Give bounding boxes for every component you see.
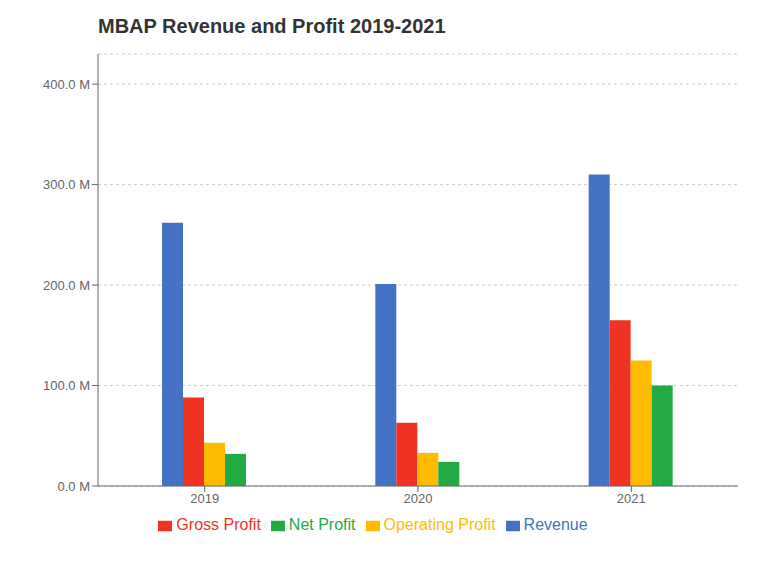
svg-text:100.0 M: 100.0 M [43, 378, 90, 393]
svg-text:2020: 2020 [404, 491, 433, 506]
svg-text:300.0 M: 300.0 M [43, 177, 90, 192]
svg-text:2019: 2019 [190, 491, 219, 506]
html-text:Net Profit: Net Profit [288, 516, 356, 533]
svg-text:0.0 M: 0.0 M [57, 479, 90, 494]
svg-text:400.0 M: 400.0 M [43, 77, 90, 92]
html-text:Operating Profit: Operating Profit [383, 516, 496, 533]
svg-text:2021: 2021 [617, 491, 646, 506]
html-text:MBAP Revenue and Profit 2019-2: MBAP Revenue and Profit 2019-2021 [98, 15, 446, 37]
html-text:Revenue: Revenue [523, 516, 588, 533]
html-text:Gross Profit: Gross Profit [176, 516, 261, 533]
svg-text:200.0 M: 200.0 M [43, 278, 90, 293]
